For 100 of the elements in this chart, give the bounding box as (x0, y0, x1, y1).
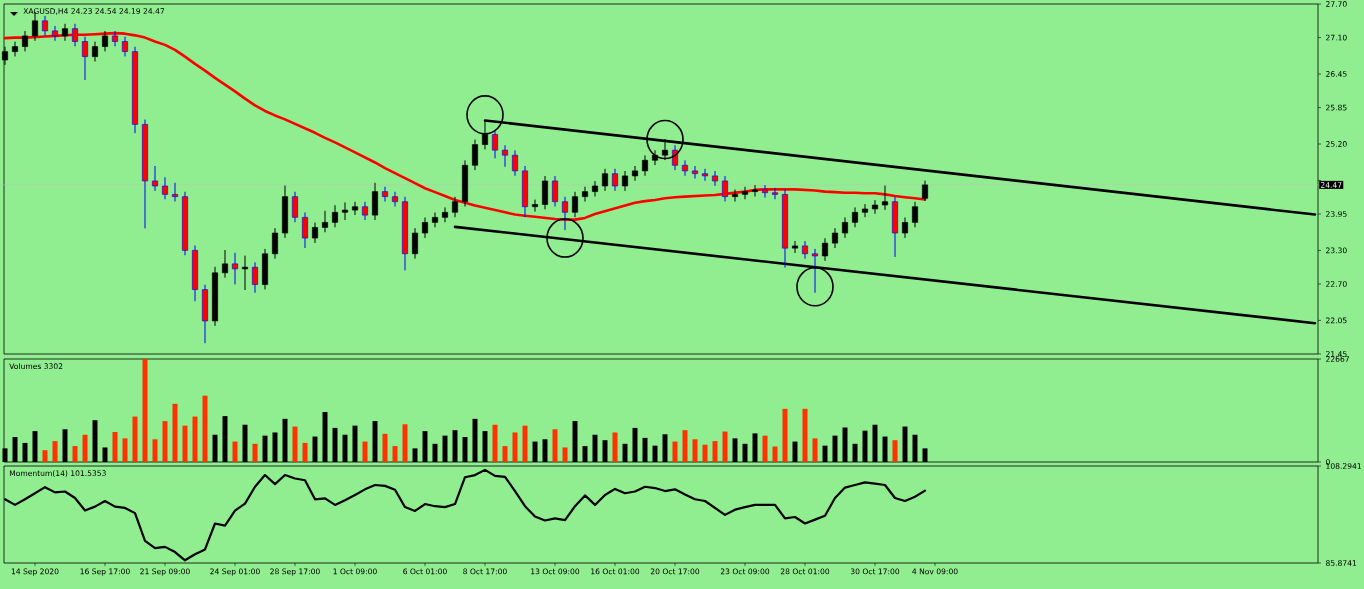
candlestick (362, 201, 368, 221)
candlestick (802, 240, 808, 259)
bar (392, 446, 398, 462)
bar (172, 403, 178, 462)
bar (232, 441, 238, 462)
candlestick (792, 240, 798, 254)
candlestick (702, 168, 708, 181)
bar (192, 416, 198, 462)
candlestick (162, 177, 168, 200)
candlestick (732, 189, 738, 202)
candlestick (222, 249, 228, 278)
candlestick (12, 41, 18, 57)
candlestick (292, 191, 298, 223)
bar (82, 434, 88, 462)
candlestick (872, 200, 878, 214)
candlestick (472, 139, 478, 171)
candlestick (552, 175, 558, 207)
candlestick (172, 182, 178, 202)
bar (302, 442, 308, 462)
bar (152, 439, 158, 462)
candlestick (762, 184, 768, 198)
candlestick (342, 202, 348, 221)
bar (132, 416, 138, 462)
bar (702, 444, 708, 462)
candlestick (572, 191, 578, 218)
candlestick (922, 180, 928, 202)
candlestick (62, 23, 68, 41)
candlestick (592, 181, 598, 197)
candlestick (492, 129, 498, 159)
candlestick (812, 248, 818, 293)
candlestick (622, 170, 628, 191)
candlestick (82, 36, 88, 81)
candlestick (532, 199, 538, 212)
candlestick (602, 168, 608, 191)
bar (522, 425, 528, 462)
candlestick (452, 196, 458, 218)
candlestick (232, 252, 238, 285)
candlestick (102, 30, 108, 52)
bar (552, 429, 558, 462)
candlestick (912, 201, 918, 228)
bar (492, 424, 498, 462)
bar (362, 441, 368, 462)
candlestick (392, 191, 398, 207)
bar (782, 408, 788, 462)
candlestick (511, 150, 518, 176)
bar (202, 395, 208, 462)
candlestick (842, 217, 848, 239)
candlestick (612, 168, 618, 191)
candlestick (312, 222, 318, 244)
bar (382, 433, 388, 462)
candlestick (412, 228, 418, 259)
bar (162, 421, 168, 462)
candlestick (22, 30, 28, 52)
candlestick (582, 186, 588, 202)
bar (72, 446, 78, 462)
bar (182, 425, 188, 462)
candlestick (772, 187, 778, 200)
candlestick (372, 182, 378, 221)
bar (502, 446, 508, 462)
candlestick (542, 175, 548, 210)
candlestick (432, 212, 438, 228)
bar (722, 431, 728, 462)
candlestick (322, 210, 328, 233)
candlestick (902, 217, 908, 239)
bar (762, 435, 768, 462)
candlestick (272, 228, 278, 259)
candlestick (632, 165, 638, 181)
candlestick (352, 201, 358, 216)
bar (672, 441, 678, 462)
candlestick (692, 165, 698, 179)
candlestick (382, 186, 388, 202)
candlestick (302, 212, 308, 249)
bar (682, 430, 688, 462)
candlestick (822, 238, 828, 261)
bar (612, 432, 618, 462)
candlestick (642, 155, 648, 176)
candlestick (122, 36, 128, 57)
candlestick (442, 207, 448, 223)
candlestick (242, 255, 248, 291)
candlestick (152, 165, 158, 191)
candlestick (752, 184, 758, 197)
bar (692, 439, 698, 462)
candlestick (862, 203, 868, 218)
bar (402, 424, 408, 462)
candlestick (882, 185, 888, 211)
candlestick (722, 175, 728, 202)
candlestick (422, 217, 428, 239)
bar (802, 408, 808, 462)
bar (112, 432, 118, 462)
candlestick (832, 228, 838, 249)
bar (52, 441, 58, 462)
bar (892, 440, 898, 462)
candlestick (712, 170, 718, 186)
candlestick (852, 207, 858, 228)
bar (772, 446, 778, 462)
candlestick (92, 41, 98, 62)
candlestick (502, 145, 508, 167)
bar (42, 450, 48, 462)
candlestick (682, 160, 688, 176)
bar (812, 438, 818, 462)
